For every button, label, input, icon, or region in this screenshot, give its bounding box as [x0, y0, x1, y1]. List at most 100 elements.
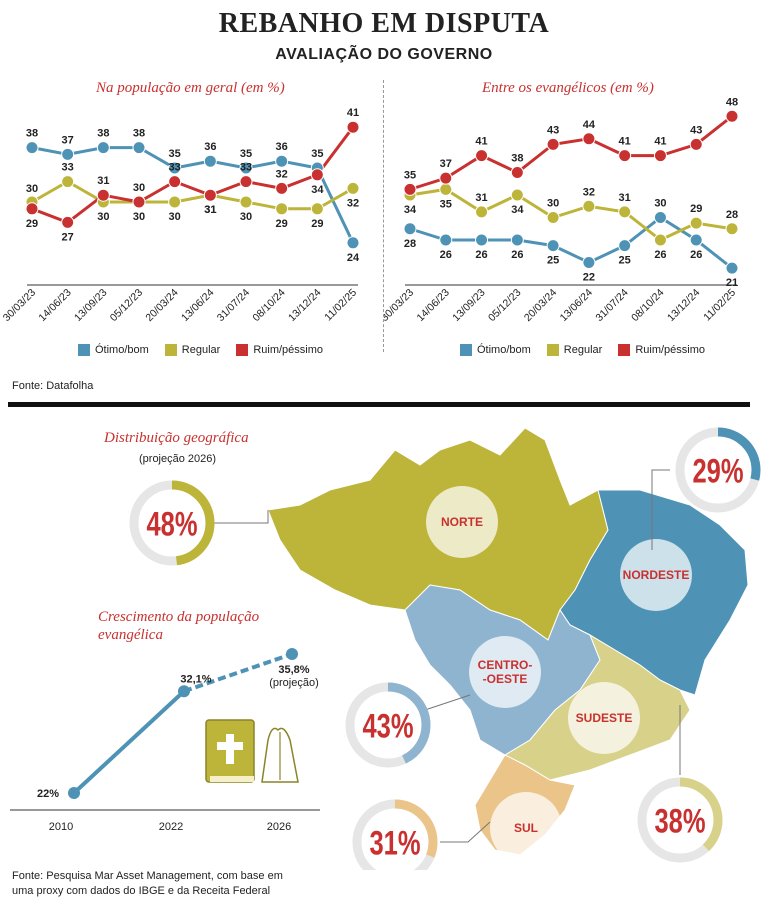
data-label-otimo: 35	[240, 148, 252, 160]
data-label-otimo: 26	[511, 249, 523, 261]
series-line-ruim	[31, 126, 355, 225]
data-label-ruim: 32	[276, 168, 288, 180]
x-tick-label: 05/12/23	[108, 287, 145, 324]
data-point-otimo	[403, 222, 417, 236]
data-label-regular: 29	[276, 218, 288, 230]
data-label-regular: 30	[240, 211, 252, 223]
growth-chart: 22% 32,1% 35,8%(projeção) 2010 2022 2026	[10, 648, 320, 833]
x-tick-label: 13/06/24	[558, 287, 595, 324]
data-point-ruim	[475, 149, 489, 163]
region-label-circle	[469, 636, 541, 708]
data-label-ruim: 33	[240, 162, 252, 174]
data-label-ruim: 38	[511, 153, 523, 165]
legend-label-regular: Regular	[563, 344, 603, 356]
data-point-otimo	[439, 233, 453, 247]
data-label-regular: 31	[204, 204, 216, 216]
data-label-regular: 31	[619, 192, 631, 204]
data-point-regular	[346, 181, 360, 195]
legend-swatch-otimo	[460, 344, 472, 356]
legend-label-regular: Regular	[181, 344, 221, 356]
donut-value: 43%	[362, 708, 413, 746]
line-chart-evangelicos: 30/03/2314/06/2313/09/2305/12/2320/03/24…	[384, 96, 739, 324]
data-label-ruim: 41	[654, 136, 666, 148]
projection-label: (projeção)	[269, 677, 319, 689]
data-point-otimo	[653, 211, 667, 224]
data-label-ruim: 31	[97, 175, 109, 187]
data-label-ruim: 48	[726, 96, 738, 108]
data-label-regular: 30	[26, 183, 38, 195]
data-point-ruim	[403, 182, 417, 196]
data-label-otimo: 26	[690, 249, 702, 261]
data-label-ruim: 31	[204, 204, 216, 216]
data-point-otimo	[275, 154, 289, 168]
growth-value-label: 32,1%	[180, 673, 211, 685]
data-point-otimo	[239, 161, 253, 175]
region-name: SUL	[514, 821, 538, 835]
data-point-ruim	[203, 188, 217, 202]
region-name: CENTRO-	[478, 658, 533, 672]
chart-title-geral: Na população em geral (em %)	[96, 80, 285, 96]
data-label-regular: 30	[169, 211, 181, 223]
legend-evangelicos: Ótimo/bom Regular Ruim/péssimo	[460, 344, 705, 356]
region-label-circle	[426, 486, 498, 558]
data-point-otimo	[203, 154, 217, 168]
data-point-otimo	[96, 141, 110, 155]
data-label-regular: 33	[62, 162, 74, 174]
legend-swatch-ruim	[236, 344, 249, 356]
growth-value-label: 35,8%	[278, 664, 309, 676]
data-label-regular: 32	[583, 186, 595, 198]
series-line-otimo	[409, 215, 733, 270]
data-label-ruim: 44	[583, 119, 596, 131]
data-point-ruim	[168, 175, 182, 189]
source-datafolha: Fonte: Datafolha	[12, 380, 94, 392]
data-label-otimo: 26	[440, 249, 452, 261]
data-label-ruim: 37	[440, 158, 452, 170]
x-tick-label: 13/09/23	[450, 287, 487, 324]
data-point-regular	[61, 175, 75, 189]
data-point-ruim	[310, 168, 324, 182]
region-name: NORTE	[441, 515, 483, 529]
x-tick-label: 20/03/24	[522, 287, 559, 324]
data-label-ruim: 43	[547, 124, 559, 136]
donut-value: 38%	[654, 803, 705, 841]
legend-swatch-ruim	[618, 344, 631, 356]
data-label-otimo: 25	[619, 255, 631, 267]
data-point-ruim	[61, 215, 75, 229]
donut-value: 48%	[146, 506, 197, 544]
legend-label-otimo: Ótimo/bom	[95, 344, 149, 356]
data-label-regular: 28	[726, 209, 738, 221]
growth-year-label: 2022	[159, 821, 183, 833]
data-label-otimo: 25	[547, 255, 559, 267]
data-label-regular: 31	[475, 192, 487, 204]
data-label-regular: 30	[97, 211, 109, 223]
donut-value: 29%	[692, 453, 743, 491]
data-label-otimo: 36	[204, 141, 216, 153]
data-label-ruim: 29	[26, 218, 38, 230]
data-point-otimo	[582, 256, 596, 269]
data-point-regular	[310, 202, 324, 216]
data-label-otimo: 38	[133, 128, 145, 140]
data-point-otimo	[25, 141, 39, 155]
growth-point	[68, 787, 80, 799]
data-point-otimo	[168, 161, 182, 175]
data-point-otimo	[346, 236, 360, 250]
data-point-otimo	[510, 233, 524, 247]
legend-label-otimo: Ótimo/bom	[477, 344, 531, 356]
data-point-otimo	[61, 147, 75, 161]
data-point-regular	[546, 211, 560, 224]
growth-point	[178, 685, 190, 698]
x-tick-label: 20/03/24	[143, 287, 180, 324]
donut-gauges: 48% 29% 43% 38% 31%	[129, 427, 761, 870]
x-tick-label: 14/06/23	[36, 287, 73, 324]
growth-line	[72, 689, 186, 795]
data-point-regular	[689, 216, 703, 230]
data-point-ruim	[439, 171, 453, 185]
growth-year-label: 2026	[267, 821, 291, 833]
region-name: SUDESTE	[576, 711, 633, 725]
data-point-ruim	[618, 149, 632, 163]
line-chart-geral: 30/03/2314/06/2313/09/2305/12/2320/03/24…	[1, 107, 360, 324]
region-labels: NORTE NORDESTE CENTRO--OESTE SUDESTE SUL	[426, 486, 692, 864]
x-tick-label: 11/02/25	[322, 287, 359, 324]
distribution-title: Distribuição geográfica	[104, 430, 249, 446]
growth-line-projection	[183, 652, 293, 694]
